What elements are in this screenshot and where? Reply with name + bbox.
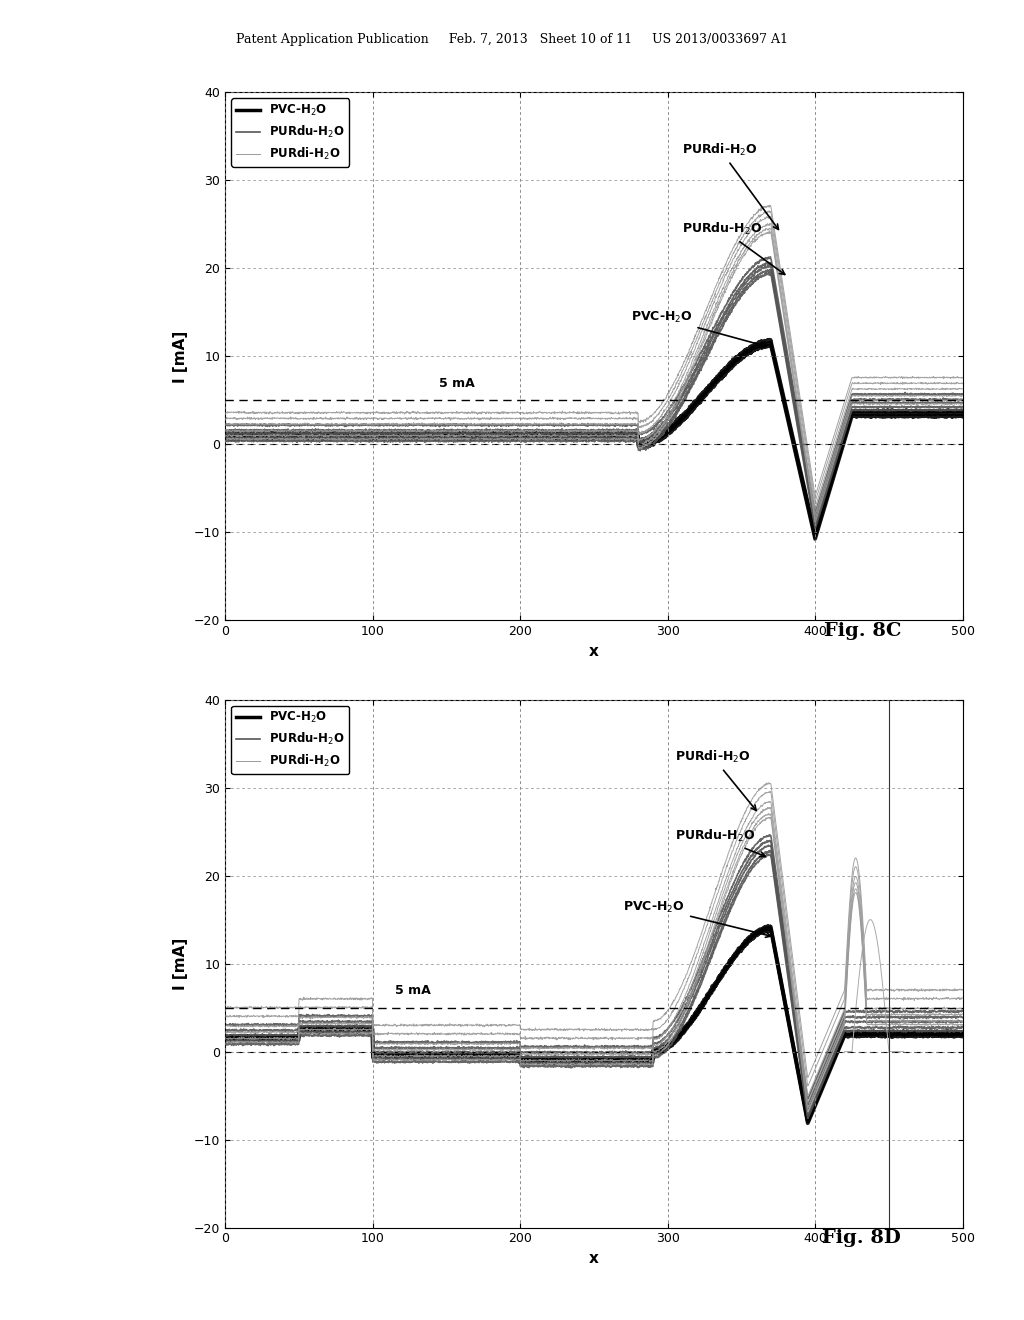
Text: Fig. 8C: Fig. 8C [823, 622, 901, 640]
Text: PURdu-H$_2$O: PURdu-H$_2$O [675, 829, 765, 857]
Legend: PVC-H$_2$O, PURdu-H$_2$O, PURdi-H$_2$O: PVC-H$_2$O, PURdu-H$_2$O, PURdi-H$_2$O [231, 98, 349, 166]
Text: Fig. 8D: Fig. 8D [822, 1229, 901, 1247]
Legend: PVC-H$_2$O, PURdu-H$_2$O, PURdi-H$_2$O: PVC-H$_2$O, PURdu-H$_2$O, PURdi-H$_2$O [231, 705, 349, 774]
Text: PURdi-H$_2$O: PURdi-H$_2$O [682, 143, 778, 230]
Text: 5 mA: 5 mA [439, 378, 475, 391]
Text: Patent Application Publication     Feb. 7, 2013   Sheet 10 of 11     US 2013/003: Patent Application Publication Feb. 7, 2… [236, 33, 788, 46]
Text: 5 mA: 5 mA [395, 985, 431, 998]
Text: PVC-H$_2$O: PVC-H$_2$O [624, 900, 771, 937]
Text: PURdi-H$_2$O: PURdi-H$_2$O [675, 750, 756, 810]
X-axis label: x: x [589, 644, 599, 659]
Y-axis label: I [mA]: I [mA] [173, 937, 188, 990]
Text: PURdu-H$_2$O: PURdu-H$_2$O [682, 222, 784, 275]
Text: PVC-H$_2$O: PVC-H$_2$O [631, 310, 766, 347]
X-axis label: x: x [589, 1251, 599, 1266]
Y-axis label: I [mA]: I [mA] [173, 330, 188, 383]
